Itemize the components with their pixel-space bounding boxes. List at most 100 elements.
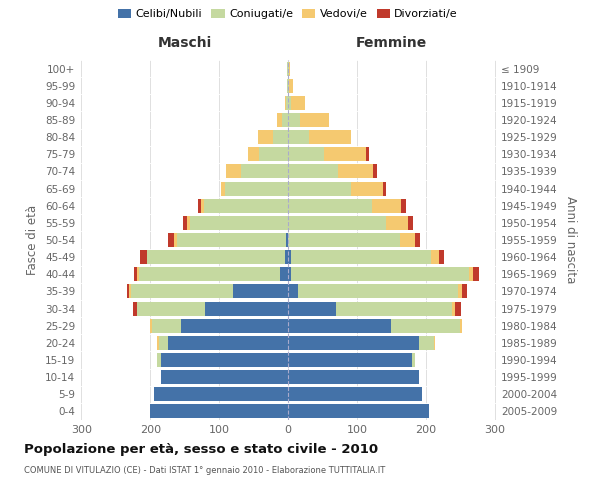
- Bar: [308, 130, 352, 144]
- Bar: [187, 216, 190, 230]
- Bar: [458, 284, 461, 298]
- Bar: [248, 148, 259, 162]
- Bar: [288, 164, 338, 178]
- Bar: [401, 198, 406, 212]
- Bar: [286, 233, 288, 247]
- Bar: [288, 353, 412, 367]
- Bar: [289, 62, 290, 76]
- Bar: [259, 148, 288, 162]
- Bar: [140, 250, 147, 264]
- Bar: [324, 148, 367, 162]
- Bar: [174, 233, 177, 247]
- Bar: [241, 164, 288, 178]
- Bar: [287, 78, 288, 92]
- Bar: [473, 268, 479, 281]
- Bar: [288, 62, 289, 76]
- Bar: [431, 250, 439, 264]
- Bar: [288, 130, 308, 144]
- Bar: [408, 216, 413, 230]
- Bar: [137, 268, 139, 281]
- Text: Maschi: Maschi: [158, 36, 212, 50]
- Bar: [159, 336, 167, 350]
- Bar: [288, 78, 289, 92]
- Bar: [221, 182, 224, 196]
- Bar: [224, 182, 288, 196]
- Bar: [288, 250, 292, 264]
- Legend: Celibi/Nubili, Coniugati/e, Vedovi/e, Divorziati/e: Celibi/Nubili, Coniugati/e, Vedovi/e, Di…: [113, 4, 463, 24]
- Bar: [288, 302, 336, 316]
- Bar: [150, 404, 288, 418]
- Bar: [288, 268, 292, 281]
- Bar: [367, 148, 368, 162]
- Bar: [292, 250, 431, 264]
- Bar: [157, 353, 161, 367]
- Bar: [284, 250, 288, 264]
- Bar: [273, 130, 288, 144]
- Bar: [372, 198, 401, 212]
- Bar: [233, 284, 288, 298]
- Bar: [127, 284, 129, 298]
- Bar: [288, 96, 292, 110]
- Bar: [400, 233, 415, 247]
- Bar: [460, 318, 462, 332]
- Bar: [292, 268, 469, 281]
- Bar: [301, 113, 329, 127]
- Bar: [415, 233, 420, 247]
- Bar: [336, 302, 452, 316]
- Bar: [288, 113, 301, 127]
- Bar: [288, 216, 386, 230]
- Bar: [412, 353, 415, 367]
- Bar: [287, 62, 288, 76]
- Bar: [204, 198, 288, 212]
- Bar: [147, 250, 284, 264]
- Bar: [161, 370, 288, 384]
- Bar: [288, 198, 372, 212]
- Bar: [289, 78, 293, 92]
- Bar: [280, 268, 288, 281]
- Y-axis label: Fasce di età: Fasce di età: [26, 205, 40, 275]
- Bar: [131, 284, 233, 298]
- Bar: [167, 336, 288, 350]
- Bar: [469, 268, 473, 281]
- Bar: [150, 318, 152, 332]
- Bar: [205, 302, 288, 316]
- Bar: [288, 404, 429, 418]
- Bar: [133, 302, 137, 316]
- Bar: [383, 182, 386, 196]
- Bar: [168, 233, 174, 247]
- Bar: [292, 96, 305, 110]
- Bar: [288, 388, 422, 402]
- Text: Popolazione per età, sesso e stato civile - 2010: Popolazione per età, sesso e stato civil…: [24, 442, 378, 456]
- Bar: [277, 113, 283, 127]
- Y-axis label: Anni di nascita: Anni di nascita: [564, 196, 577, 284]
- Bar: [134, 268, 137, 281]
- Bar: [439, 250, 444, 264]
- Text: COMUNE DI VITULAZIO (CE) - Dati ISTAT 1° gennaio 2010 - Elaborazione TUTTITALIA.: COMUNE DI VITULAZIO (CE) - Dati ISTAT 1°…: [24, 466, 385, 475]
- Bar: [157, 336, 159, 350]
- Bar: [288, 318, 391, 332]
- Bar: [338, 164, 373, 178]
- Bar: [461, 284, 467, 298]
- Bar: [177, 233, 286, 247]
- Bar: [184, 216, 187, 230]
- Bar: [391, 318, 460, 332]
- Bar: [434, 336, 436, 350]
- Bar: [129, 284, 131, 298]
- Bar: [154, 388, 288, 402]
- Bar: [139, 268, 280, 281]
- Bar: [373, 164, 377, 178]
- Text: Femmine: Femmine: [356, 36, 427, 50]
- Bar: [181, 318, 288, 332]
- Bar: [352, 182, 383, 196]
- Bar: [419, 336, 434, 350]
- Bar: [288, 182, 352, 196]
- Bar: [200, 198, 204, 212]
- Bar: [288, 336, 419, 350]
- Bar: [386, 216, 408, 230]
- Bar: [161, 353, 288, 367]
- Bar: [452, 302, 455, 316]
- Bar: [455, 302, 461, 316]
- Bar: [284, 96, 286, 110]
- Bar: [288, 370, 419, 384]
- Bar: [258, 130, 273, 144]
